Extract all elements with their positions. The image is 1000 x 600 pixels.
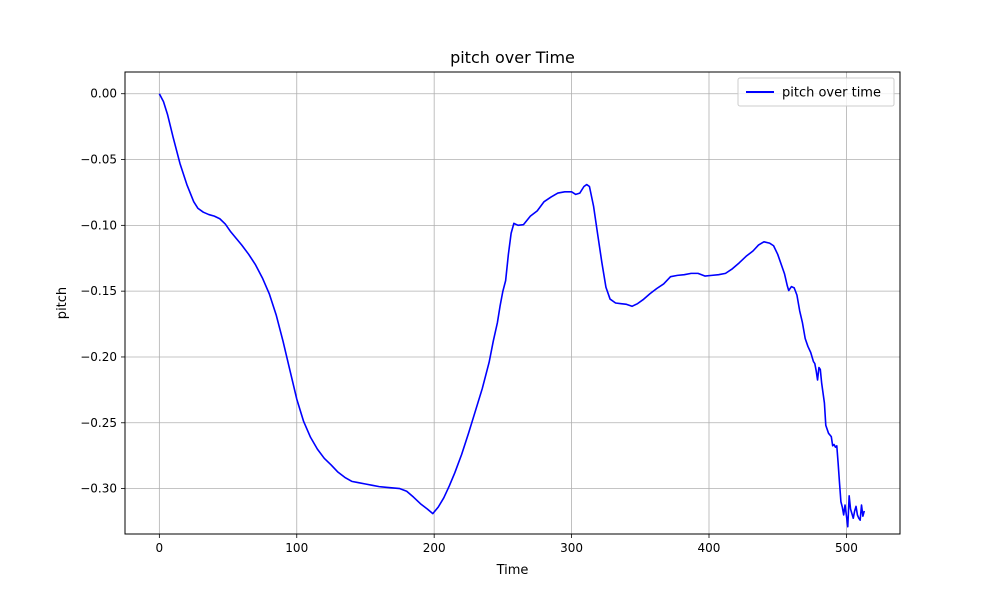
chart-title: pitch over Time: [450, 48, 575, 67]
legend: pitch over time: [737, 77, 895, 107]
plot-frame: [124, 71, 901, 535]
x-tick-label: 200: [423, 541, 446, 555]
series-line: [158, 93, 866, 528]
y-tick-label: −0.15: [80, 284, 117, 298]
y-tick-label: 0.00: [90, 87, 117, 101]
x-tick-label: 500: [835, 541, 858, 555]
x-tick-label: 0: [156, 541, 164, 555]
y-axis-label: pitch: [55, 287, 70, 319]
x-tick-label: 300: [560, 541, 583, 555]
legend-box: [737, 77, 895, 107]
y-tick-label: −0.25: [80, 416, 117, 430]
y-tick-label: −0.05: [80, 153, 117, 167]
ticks: 0 100 200 300 400 500 0.00 −0.05 −0.10 −0.15 −0.20…: [80, 87, 858, 555]
x-axis-label: Time: [496, 563, 529, 578]
x-tick-label: 400: [698, 541, 721, 555]
y-tick-label: −0.20: [80, 350, 117, 364]
y-tick-label: −0.10: [80, 218, 117, 232]
legend-label: pitch over time: [782, 86, 881, 101]
y-tick-label: −0.30: [80, 482, 117, 496]
series-layer: [158, 93, 866, 528]
x-tick-label: 100: [285, 541, 308, 555]
